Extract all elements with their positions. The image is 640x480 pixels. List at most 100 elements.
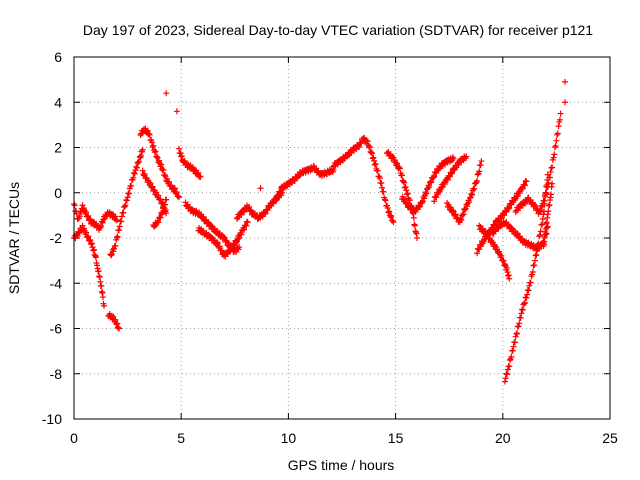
data-point <box>523 294 530 301</box>
data-point <box>401 196 408 203</box>
data-point <box>504 366 511 373</box>
data-point <box>514 330 521 337</box>
data-point <box>390 219 397 226</box>
y-tick-label: -6 <box>50 321 63 337</box>
data-point <box>450 155 457 162</box>
data-point <box>534 245 541 252</box>
data-point <box>557 110 564 117</box>
data-point <box>161 171 168 178</box>
data-point <box>525 287 532 294</box>
series-track-b <box>71 222 108 309</box>
data-point <box>521 182 528 189</box>
data-point <box>531 262 538 269</box>
data-point <box>131 169 138 176</box>
data-point <box>455 161 462 168</box>
data-point <box>153 189 160 196</box>
data-point <box>458 217 465 224</box>
data-point <box>122 202 129 209</box>
y-tick-labels: 6 4 2 0 -2 -4 -6 -8 -10 <box>42 49 62 427</box>
data-point <box>128 182 135 189</box>
data-markers <box>71 78 568 385</box>
data-point <box>512 333 519 340</box>
data-point <box>474 171 481 178</box>
data-point <box>469 192 476 199</box>
data-point <box>481 227 488 234</box>
data-point <box>364 138 371 145</box>
data-point <box>501 378 508 385</box>
data-point <box>516 320 523 327</box>
data-point <box>116 227 123 234</box>
series-track-f <box>139 167 170 217</box>
data-point <box>85 212 92 219</box>
data-point <box>561 78 568 85</box>
data-point <box>160 166 167 173</box>
data-point <box>376 175 383 182</box>
data-point <box>404 190 411 197</box>
series-track-q <box>444 158 485 226</box>
data-point <box>554 130 561 137</box>
data-point <box>92 254 99 261</box>
data-point <box>381 196 388 203</box>
data-point <box>136 153 143 160</box>
data-point <box>157 214 164 221</box>
data-point <box>448 170 455 177</box>
series-track-k <box>233 189 285 222</box>
data-point <box>416 203 423 210</box>
y-axis-label: SDTVAR / TECUs <box>6 182 22 294</box>
data-point <box>166 178 173 185</box>
data-point <box>149 143 156 150</box>
data-point <box>399 172 406 179</box>
data-point <box>241 226 248 233</box>
data-point <box>371 157 378 164</box>
data-point <box>549 164 556 171</box>
series-track-u <box>512 110 564 217</box>
data-point <box>113 216 120 223</box>
data-point <box>441 181 448 187</box>
data-point <box>386 208 393 215</box>
data-point <box>539 216 546 223</box>
data-point <box>154 154 161 161</box>
data-point <box>91 246 98 253</box>
data-point <box>502 375 509 382</box>
data-point <box>277 188 284 195</box>
data-point <box>449 207 456 214</box>
data-point <box>521 181 528 188</box>
data-point <box>544 171 551 178</box>
y-tick-label: 0 <box>54 185 62 201</box>
data-point <box>515 323 522 330</box>
data-point <box>414 235 421 241</box>
data-point <box>514 230 521 237</box>
data-point <box>549 180 556 187</box>
data-point <box>506 275 513 282</box>
data-point <box>243 222 250 229</box>
data-point <box>152 148 159 155</box>
data-point <box>471 185 478 192</box>
data-point <box>551 151 558 158</box>
data-point <box>403 187 410 194</box>
series-track-j <box>195 218 251 260</box>
data-point <box>510 343 517 350</box>
data-point <box>517 314 524 321</box>
data-point <box>403 200 410 207</box>
data-point <box>506 357 513 364</box>
data-point <box>154 218 161 225</box>
data-point <box>484 231 491 238</box>
y-tick-label: -10 <box>42 411 62 427</box>
x-tick-label: 10 <box>281 430 297 446</box>
data-point <box>131 170 138 177</box>
data-point <box>526 282 533 289</box>
data-point <box>116 325 123 332</box>
data-point <box>508 353 515 360</box>
data-point <box>88 241 95 248</box>
data-point <box>139 167 146 174</box>
data-point <box>401 179 408 186</box>
data-point <box>242 222 249 229</box>
x-tick-label: 5 <box>177 430 185 446</box>
data-point <box>423 190 430 197</box>
y-tick-label: 2 <box>54 140 62 156</box>
data-point <box>146 131 153 138</box>
data-point <box>378 179 385 186</box>
data-point <box>148 139 155 146</box>
data-point <box>150 142 157 149</box>
data-point <box>155 192 162 199</box>
